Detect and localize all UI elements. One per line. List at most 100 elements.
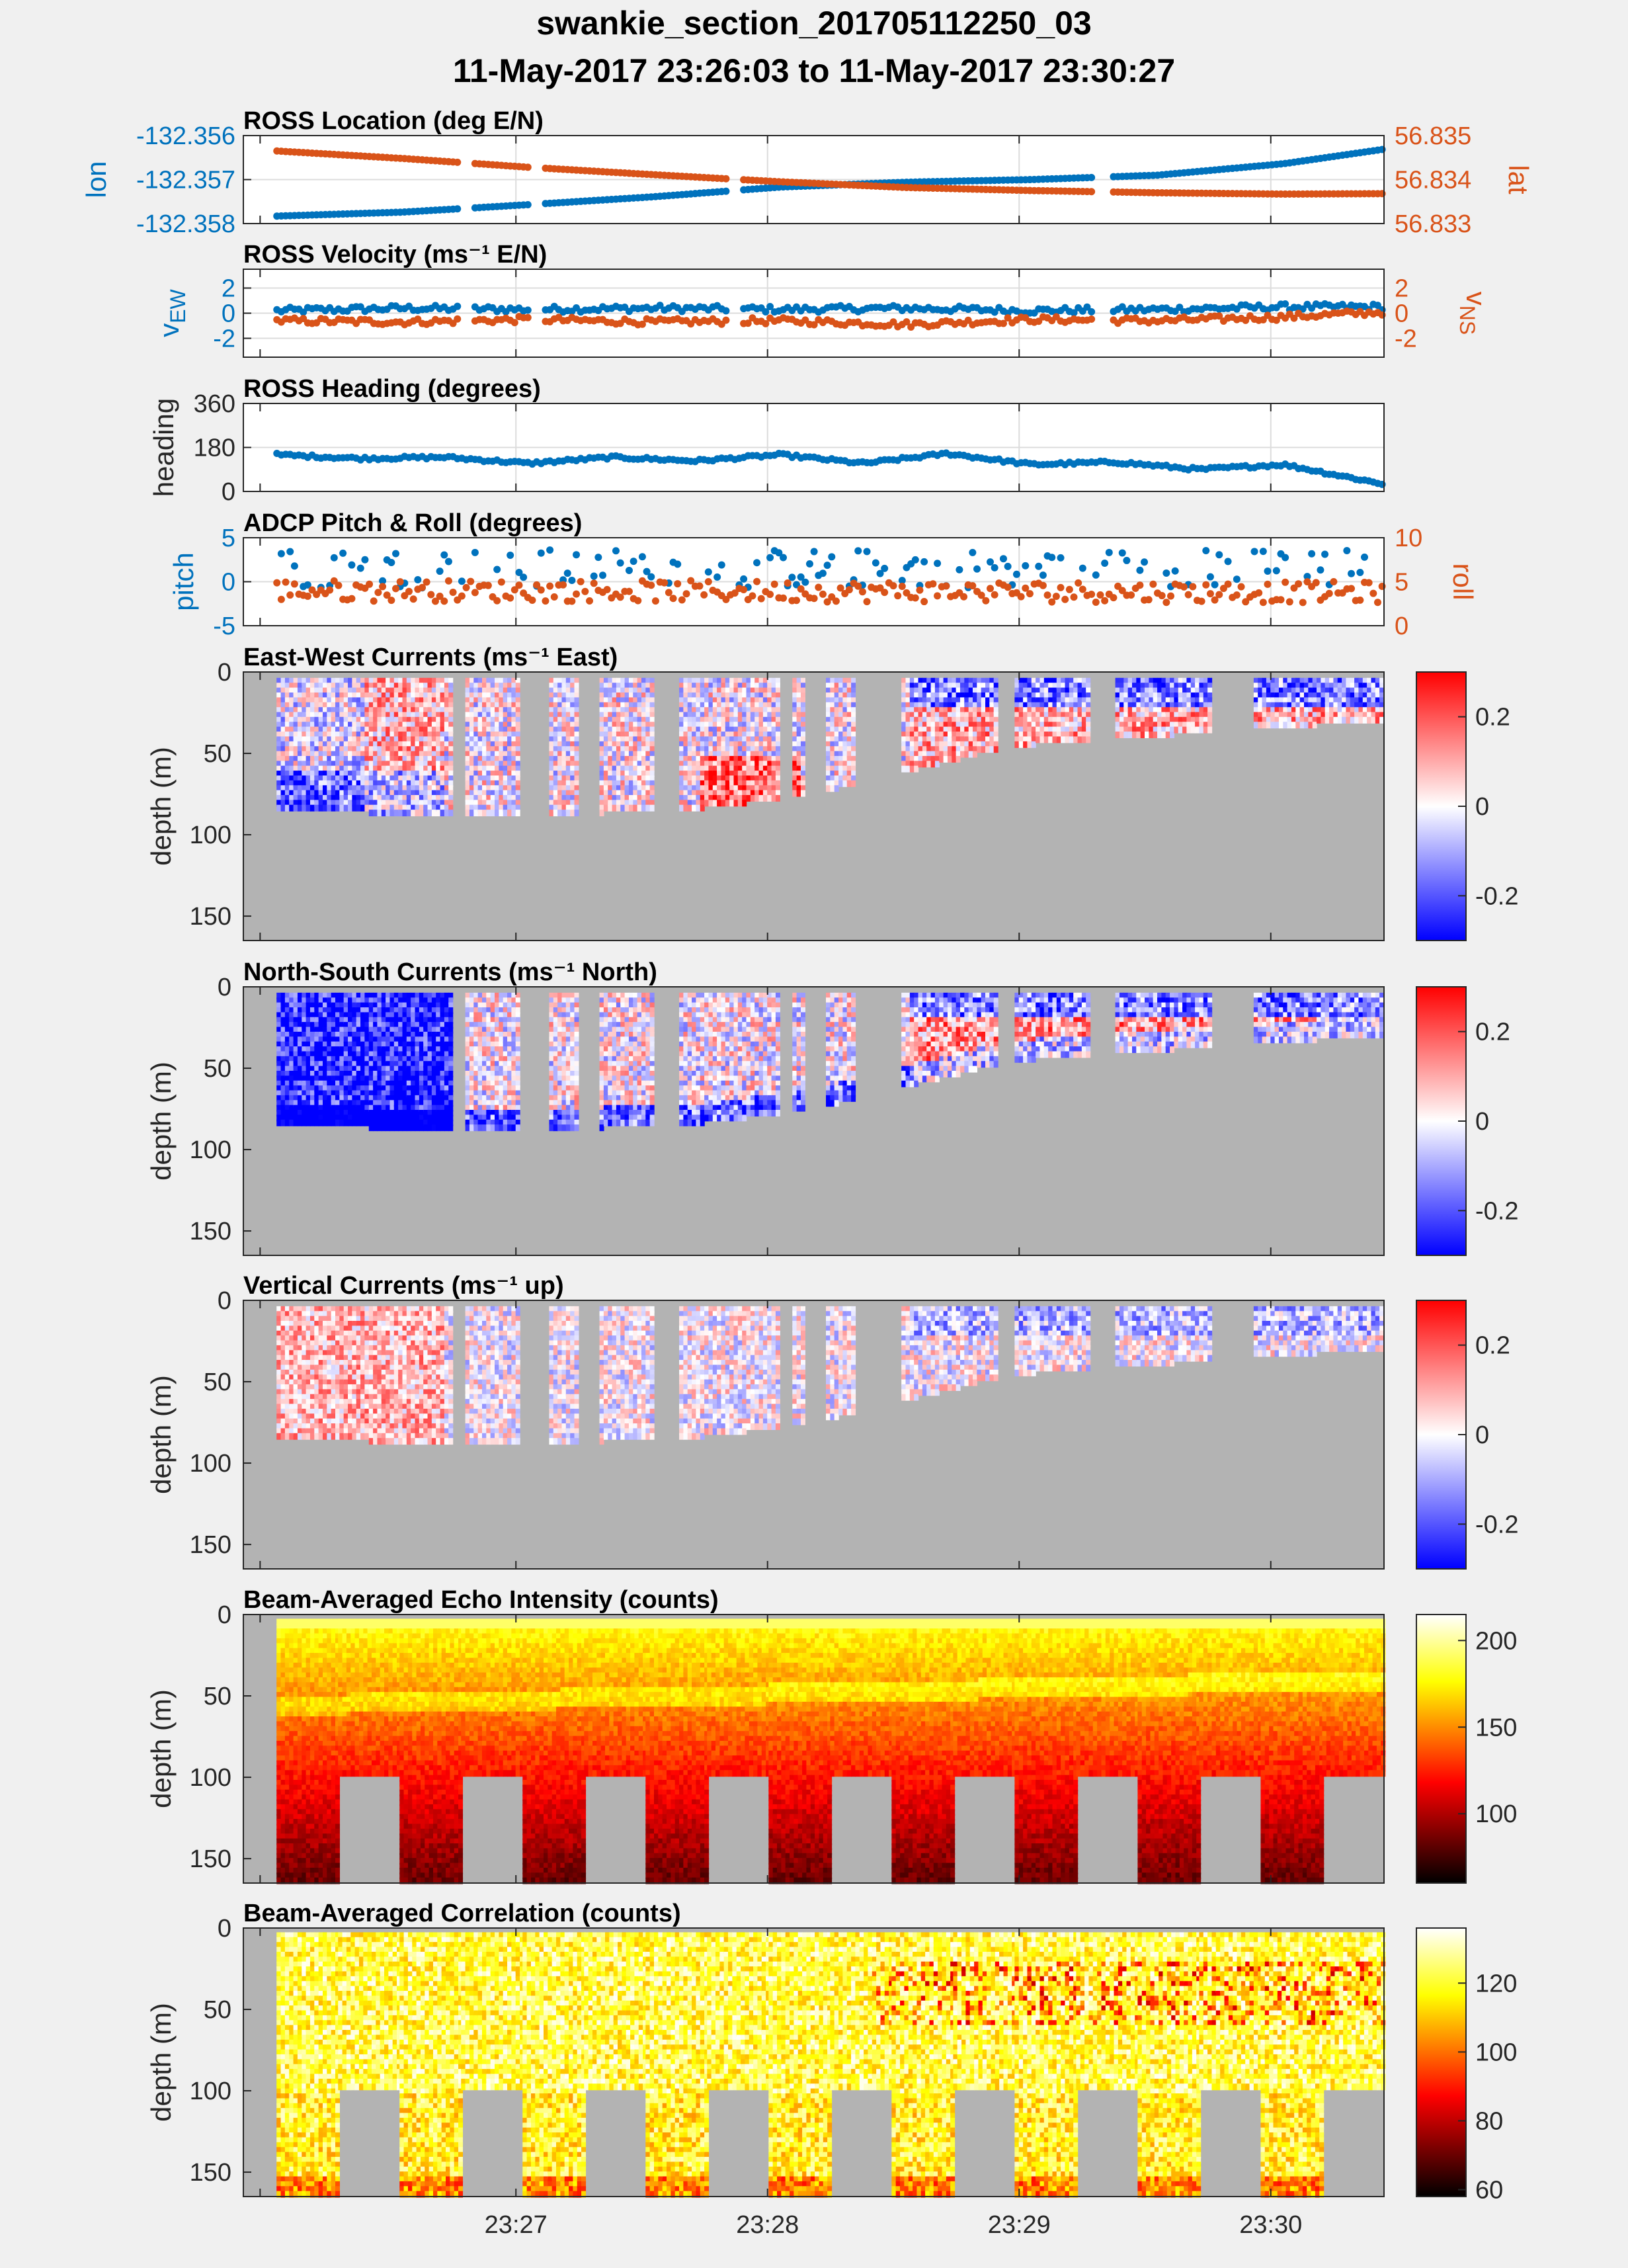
data-point	[1022, 562, 1029, 569]
data-point	[1101, 597, 1108, 605]
data-point	[788, 573, 795, 581]
data-point	[1162, 569, 1170, 577]
data-point	[758, 595, 765, 603]
data-point	[374, 589, 382, 596]
heatmap-cell	[570, 810, 575, 816]
heatmap-cell	[444, 810, 449, 816]
data-point	[445, 577, 452, 585]
heatmap-cell	[713, 800, 717, 806]
heatmap-cell	[306, 805, 311, 812]
data-point	[542, 597, 549, 605]
data-point	[1299, 599, 1307, 606]
data-point	[1260, 599, 1267, 606]
data-point	[722, 188, 729, 195]
heatmap-cell	[310, 805, 315, 812]
data-point	[899, 583, 906, 590]
axis-label-subscript: EW	[166, 288, 190, 323]
data-point	[1018, 593, 1025, 601]
data-point	[793, 597, 800, 604]
data-point	[1167, 593, 1174, 600]
left-tick-label: 5	[222, 525, 235, 552]
data-point	[1282, 579, 1289, 586]
data-point	[670, 595, 677, 602]
heatmap-cell	[473, 810, 478, 816]
data-point	[304, 593, 311, 600]
data-point	[538, 586, 545, 593]
left-tick-label: 2	[222, 275, 235, 303]
data-point	[753, 559, 760, 566]
right-tick-label: 0	[1395, 612, 1408, 640]
panel-0: ROSS Location (deg E/N)-132.356-132.357-…	[81, 107, 1534, 238]
data-point	[528, 597, 536, 604]
data-point	[1198, 598, 1205, 605]
heatmap-cell	[604, 805, 608, 812]
heatmap-cell	[507, 810, 512, 816]
data-point	[718, 562, 725, 569]
heatmap-cell	[629, 805, 633, 812]
data-point	[524, 306, 532, 314]
heatmap-cell	[486, 810, 491, 816]
heatmap-cell	[633, 805, 637, 812]
data-point	[678, 597, 686, 604]
heatmap-cell	[327, 805, 331, 812]
heatmap-cell	[386, 810, 390, 816]
right-tick-label: 56.833	[1395, 210, 1471, 238]
heatmap-cell	[415, 810, 420, 816]
right-tick-label: 0	[1395, 300, 1408, 328]
data-point	[1026, 590, 1034, 597]
data-point	[894, 592, 901, 599]
heatmap-cell	[448, 810, 453, 816]
data-point	[705, 578, 712, 585]
data-point	[753, 578, 760, 585]
data-point	[335, 582, 342, 589]
data-point	[1202, 547, 1209, 554]
data-point	[1326, 590, 1333, 597]
data-point	[414, 576, 421, 583]
data-point	[1136, 567, 1143, 574]
data-point	[1277, 596, 1284, 603]
data-point	[1215, 551, 1223, 558]
data-point	[357, 565, 364, 572]
data-point	[387, 559, 395, 566]
data-point	[1013, 571, 1020, 578]
data-point	[881, 589, 888, 596]
data-point	[573, 551, 580, 558]
left-tick-label: -132.358	[136, 210, 235, 238]
data-point	[1295, 580, 1302, 587]
data-point	[436, 567, 444, 575]
data-point	[1057, 554, 1065, 562]
right-tick-label: 56.835	[1395, 122, 1471, 150]
data-point	[784, 579, 792, 587]
data-point	[722, 175, 729, 183]
data-point	[982, 597, 989, 605]
data-point	[1356, 569, 1363, 576]
data-point	[524, 314, 532, 321]
heatmap-cell	[377, 810, 382, 816]
data-point	[872, 560, 879, 567]
data-point	[1096, 591, 1104, 599]
data-point	[273, 579, 280, 587]
heatmap-cell	[511, 810, 516, 816]
data-point	[581, 588, 589, 595]
heatmap-cell	[344, 805, 348, 812]
right-axis-label: vNS	[1455, 292, 1492, 335]
data-point	[920, 558, 928, 566]
heatmap-cell	[469, 810, 474, 816]
heatmap-cell	[411, 810, 415, 816]
heatmap-cell	[402, 810, 407, 816]
data-point	[617, 560, 624, 567]
heatmap-cell	[557, 810, 562, 816]
data-point	[1348, 570, 1355, 577]
heatmap-cell	[423, 810, 428, 816]
left-axis-label: heading	[148, 398, 179, 497]
heatmap-cell	[700, 805, 705, 812]
data-point	[912, 556, 919, 564]
heatmap-cell	[478, 810, 483, 816]
data-point	[617, 593, 624, 601]
data-point	[1185, 591, 1192, 599]
heatmap-cell	[620, 805, 625, 812]
heatmap-cell	[612, 805, 617, 812]
data-point	[1348, 585, 1355, 592]
